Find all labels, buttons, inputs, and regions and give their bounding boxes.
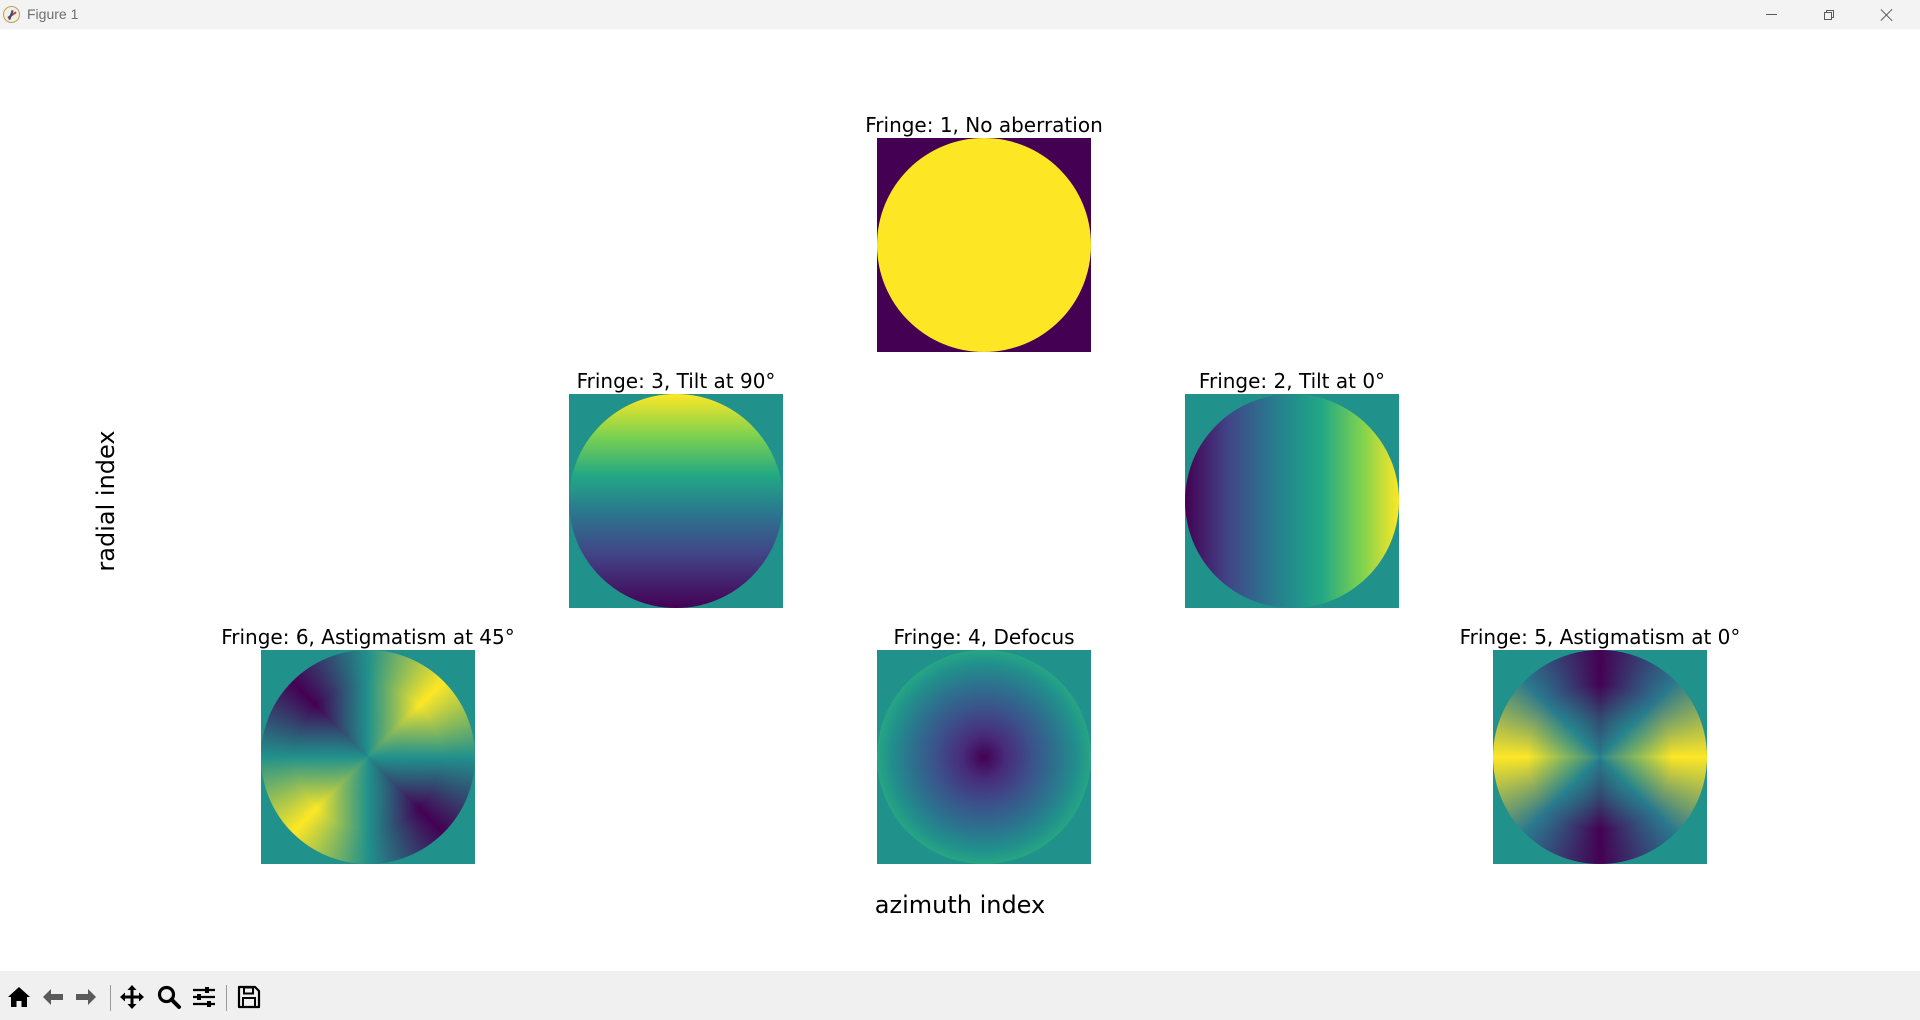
toolbar-separator	[226, 985, 227, 1011]
x-axis-label: azimuth index	[874, 891, 1046, 919]
window-title: Figure 1	[27, 6, 79, 22]
save-button[interactable]	[235, 983, 263, 1011]
pupil-disk	[877, 138, 1091, 352]
pupil-image[interactable]	[877, 650, 1091, 864]
maximize-button[interactable]	[1800, 0, 1858, 29]
zoom-icon	[157, 985, 181, 1009]
title-bar: Figure 1	[0, 0, 1920, 29]
subplot-title: Fringe: 4, Defocus	[893, 625, 1075, 649]
restore-icon	[1824, 9, 1834, 20]
toolbar-separator	[110, 985, 111, 1011]
subplot-title: Fringe: 3, Tilt at 90°	[576, 369, 776, 393]
subplot-title: Fringe: 1, No aberration	[865, 113, 1103, 137]
pupil-image[interactable]	[1493, 650, 1707, 864]
configure-subplots-button[interactable]	[190, 983, 218, 1011]
pupil-disk	[1185, 394, 1399, 608]
home-button[interactable]	[5, 983, 33, 1011]
forward-button[interactable]	[72, 983, 100, 1011]
minimize-button[interactable]	[1742, 0, 1800, 29]
subplot-title: Fringe: 6, Astigmatism at 45°	[221, 625, 515, 649]
navigation-toolbar	[0, 971, 1920, 1020]
pupil-disk	[1493, 650, 1707, 864]
back-button[interactable]	[39, 983, 67, 1011]
pupil-disk	[569, 394, 783, 608]
back-arrow-icon	[43, 989, 63, 1005]
figure-canvas[interactable]: Fringe: 1, No aberration Fringe: 3, Tilt…	[0, 29, 1920, 971]
pupil-disk	[261, 650, 475, 864]
minimize-icon	[1765, 14, 1777, 15]
subplot-title: Fringe: 2, Tilt at 0°	[1198, 369, 1386, 393]
pupil-image[interactable]	[1185, 394, 1399, 608]
y-axis-label: radial index	[92, 430, 120, 572]
subplot-title: Fringe: 5, Astigmatism at 0°	[1459, 625, 1741, 649]
pan-button[interactable]	[118, 983, 146, 1011]
configure-subplots-icon	[193, 987, 215, 1007]
close-button[interactable]	[1858, 0, 1916, 29]
matplotlib-logo-icon	[3, 6, 20, 23]
pupil-disk	[877, 650, 1091, 864]
home-icon	[8, 987, 30, 1007]
pupil-image[interactable]	[877, 138, 1091, 352]
close-icon	[1880, 8, 1894, 22]
zoom-button[interactable]	[155, 983, 183, 1011]
pan-icon	[120, 985, 144, 1009]
forward-arrow-icon	[76, 989, 96, 1005]
save-icon	[237, 985, 261, 1009]
pupil-image[interactable]	[569, 394, 783, 608]
pupil-image[interactable]	[261, 650, 475, 864]
